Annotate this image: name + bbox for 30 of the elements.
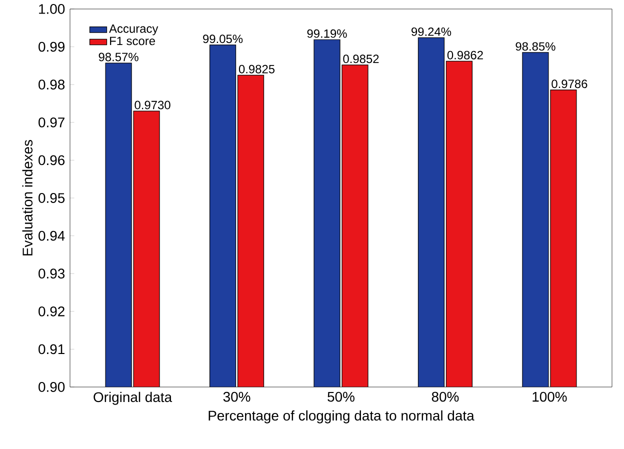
y-tick-label: 0.96	[38, 155, 65, 166]
data-label: 99.19%	[307, 29, 347, 38]
x-tick-label: 30%	[223, 392, 250, 402]
data-label: 0.9786	[552, 80, 588, 88]
y-tick-label: 0.98	[38, 80, 65, 90]
y-tick-label: 0.92	[38, 306, 64, 316]
data-label: 0.9862	[447, 50, 483, 60]
y-tick-label: 0.99	[38, 42, 64, 52]
x-tick-label: 50%	[328, 392, 354, 402]
y-axis-title: Evaluation indexes	[22, 140, 33, 256]
data-label: 0.9825	[238, 64, 275, 74]
x-axis-title: Percentage of clogging data to normal data	[208, 410, 474, 424]
data-label: 99.24%	[412, 27, 452, 36]
y-tick-label: 0.93	[38, 268, 65, 279]
y-tick-label: 0.97	[38, 117, 64, 128]
x-tick-label: Original data	[94, 392, 172, 405]
y-tick-label: 0.91	[38, 344, 64, 354]
legend-label: F1 score	[110, 36, 155, 46]
y-tick-label: 1.00	[39, 4, 65, 14]
data-label: 99.05%	[203, 34, 243, 44]
y-tick-label: 0.94	[38, 230, 65, 241]
x-tick-label: 100%	[532, 392, 567, 402]
data-label: 0.9730	[134, 100, 170, 110]
data-label: 98.57%	[98, 52, 138, 62]
data-label: 98.85%	[516, 42, 556, 51]
data-label: 0.9852	[343, 54, 379, 64]
y-tick-label: 0.90	[38, 382, 65, 392]
legend-label: Accuracy	[109, 24, 158, 36]
y-tick-label: 0.95	[38, 193, 65, 203]
x-tick-label: 80%	[432, 392, 459, 402]
